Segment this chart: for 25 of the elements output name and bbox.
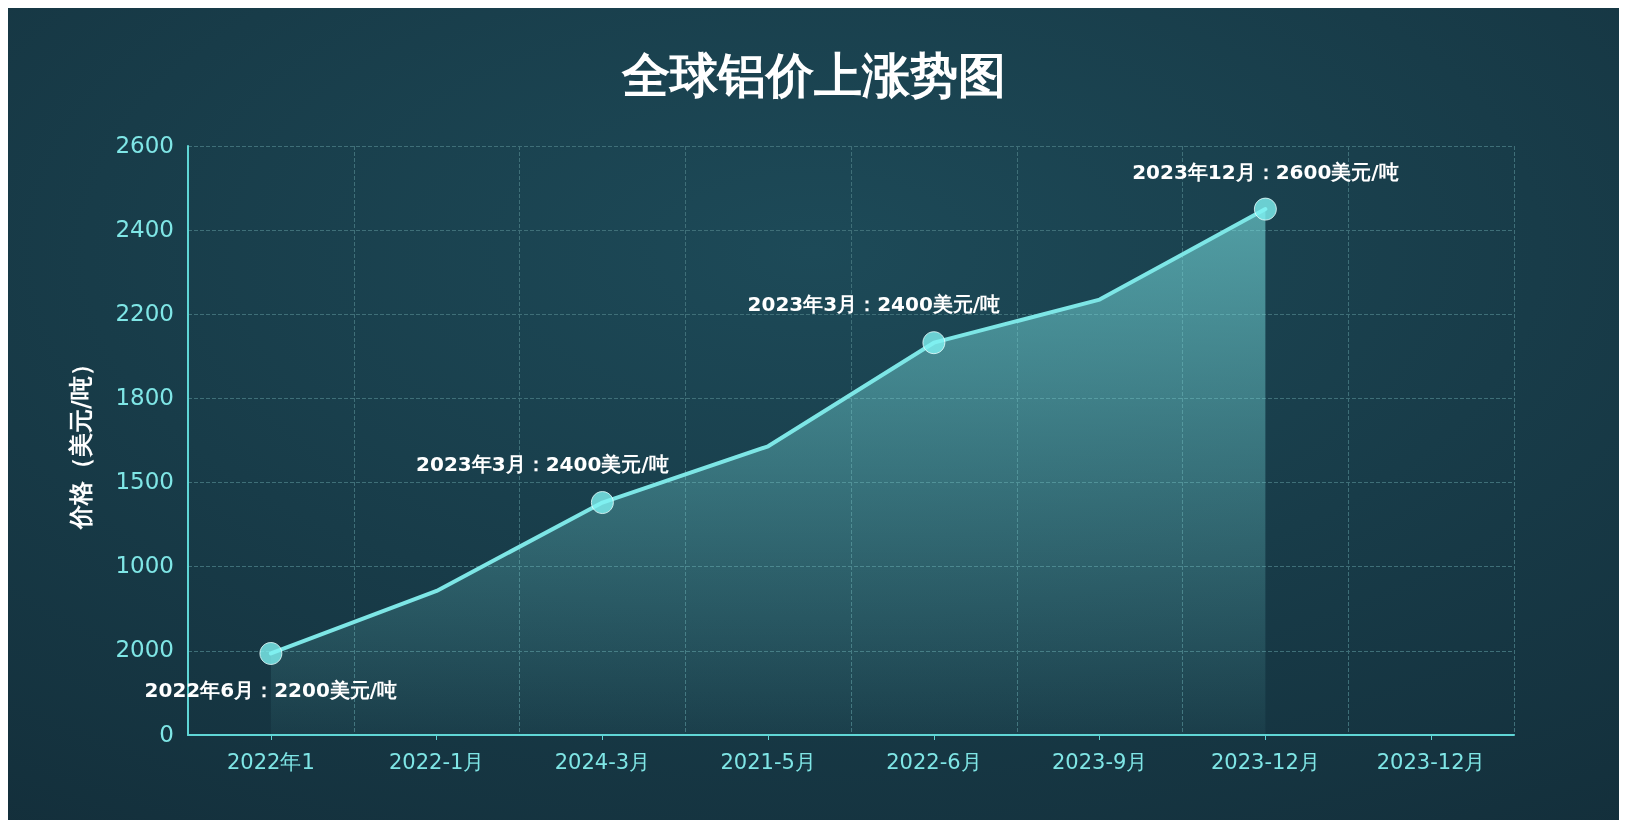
point: [590, 491, 614, 515]
x-tick-label: 2022-6月: [886, 749, 982, 774]
chart-title: 全球铝价上涨势图: [620, 47, 1006, 103]
x-tick-label: 2023-12月: [1376, 749, 1486, 774]
x-tick-label: 2021-5月: [720, 749, 816, 774]
text: 2000: [115, 636, 174, 663]
text: 1000: [115, 552, 174, 579]
x-tick-label: 2022年1: [226, 749, 315, 774]
point: [259, 641, 283, 665]
annotation: 2023年12月：2600美元/吨: [1132, 160, 1399, 185]
x-tick-label: 2023-9月: [1051, 749, 1148, 774]
x-tick-label: 2024-3月: [554, 749, 651, 774]
x-tick-label: 2022-1月: [388, 749, 485, 774]
text: 1800: [115, 383, 174, 410]
point: [922, 331, 946, 355]
annotation: 2023年3月：2400美元/吨: [416, 451, 669, 476]
text: 2600: [115, 131, 174, 158]
y-axis-title: 价格（美元/吨）: [67, 352, 95, 530]
text: 2400: [115, 215, 174, 242]
point: [1253, 197, 1277, 221]
text: 0: [159, 720, 174, 747]
annotation: 2023年3月：2400美元/吨: [747, 291, 1001, 316]
x-tick-label: 2023-12月: [1211, 749, 1320, 774]
text: 1500: [115, 468, 174, 495]
text: 2200: [115, 299, 174, 326]
